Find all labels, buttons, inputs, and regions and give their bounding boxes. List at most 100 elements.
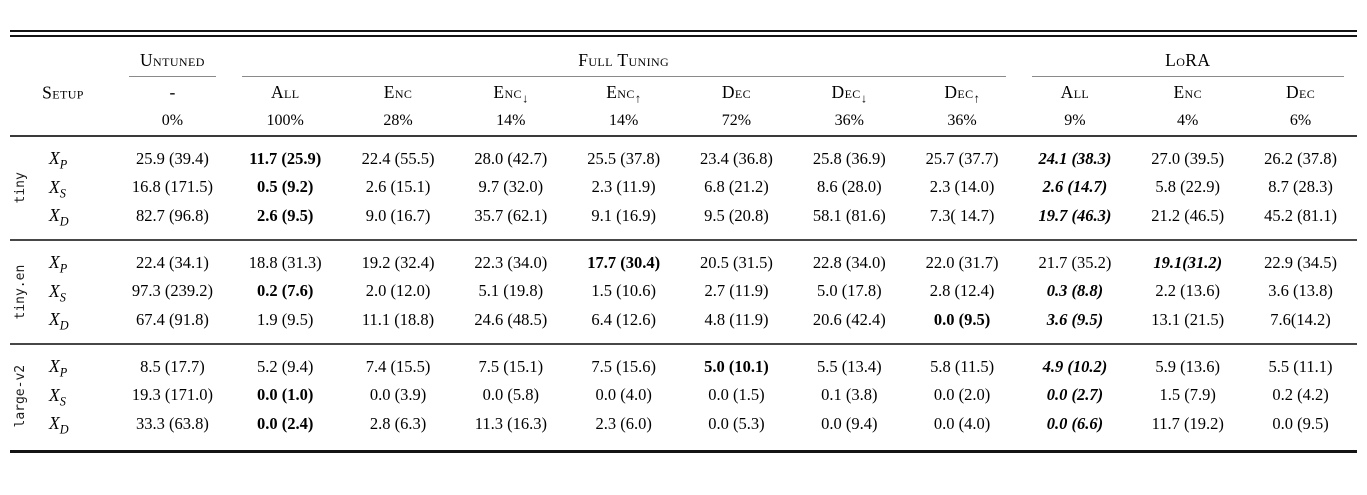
column-header-text: -	[169, 81, 176, 102]
value-cell: 4.9 (10.2)	[1042, 356, 1108, 376]
value-cell: 0.0 (2.0)	[933, 385, 991, 405]
column-group-row: Untuned Full Tuning LoRA	[10, 37, 1357, 77]
model-group-large-v2: large-v2 XP 8.5 (17.7) 5.2 (9.4) 7.4 (15.5) 7…	[10, 345, 1357, 448]
value-cell: 0.0 (9.5)	[933, 309, 991, 329]
value-cell: 0.0 (2.4)	[257, 413, 314, 433]
value-cell: 82.7 (96.8)	[135, 205, 209, 225]
arrow-up-icon: ↑	[634, 91, 642, 105]
value-cell: 9.1 (16.9)	[591, 205, 656, 225]
row-label-x-s: XS	[44, 280, 116, 305]
row-label-subscript: P	[59, 365, 68, 380]
row-label-subscript: S	[59, 290, 66, 305]
value-cell: 45.2 (81.1)	[1264, 205, 1337, 225]
row-label-base: X	[49, 205, 60, 226]
value-cell: 0.0 (1.5)	[708, 385, 765, 405]
top-rule-2	[10, 35, 1357, 37]
row-label-subscript: D	[59, 318, 69, 333]
setup-column-header: Setup	[42, 82, 84, 103]
table-row: XD 33.3 (63.8) 0.0 (2.4) 2.8 (6.3) 11.3 (16.…	[10, 410, 1357, 439]
value-cell: 2.7 (11.9)	[704, 281, 769, 301]
column-group-text: Untuned	[140, 49, 205, 70]
value-cell: 2.0 (12.0)	[365, 281, 431, 301]
column-header-text: Enc	[493, 81, 522, 102]
row-label-x-p: XP	[44, 356, 116, 380]
value-cell: 7.4 (15.5)	[365, 356, 431, 376]
row-label-base: X	[49, 309, 60, 330]
column-header-all: All	[1019, 82, 1132, 103]
value-cell: 23.4 (36.8)	[700, 148, 773, 168]
row-label-subscript: P	[59, 261, 68, 276]
value-cell: 0.0 (6.6)	[1046, 413, 1104, 433]
value-cell: 35.7 (62.1)	[474, 205, 548, 225]
value-cell: 22.8 (34.0)	[812, 252, 886, 272]
value-cell: 11.3 (16.3)	[474, 413, 547, 433]
table-row: XS 19.3 (171.0) 0.0 (1.0) 0.0 (3.9) 0.0 (5.8…	[10, 381, 1357, 410]
column-group-text: LoRA	[1165, 49, 1211, 70]
group-separator-rule	[10, 343, 1357, 345]
value-cell: 0.2 (7.6)	[257, 281, 314, 301]
value-cell: 5.2 (9.4)	[257, 356, 314, 376]
table-row: XS 97.3 (239.2) 0.2 (7.6) 2.0 (12.0) 5.1 (19…	[10, 277, 1357, 306]
column-group-label: Untuned	[129, 50, 216, 77]
table-row: XD 82.7 (96.8) 2.6 (9.5) 9.0 (16.7) 35.7 (62…	[10, 202, 1357, 231]
value-cell: 0.0 (5.8)	[482, 385, 540, 405]
column-group-untuned: Untuned	[116, 50, 229, 77]
value-cell: 17.7 (30.4)	[587, 252, 661, 272]
value-cell: 22.4 (55.5)	[361, 148, 435, 168]
row-label-subscript: S	[59, 394, 66, 409]
value-cell: 0.0 (4.0)	[933, 413, 991, 433]
value-cell: 9.0 (16.7)	[365, 205, 431, 225]
column-header-text: Enc	[1173, 81, 1202, 102]
value-cell: 13.1 (21.5)	[1151, 309, 1225, 329]
value-cell: 0.5 (9.2)	[257, 177, 314, 197]
value-cell: 9.5 (20.8)	[704, 205, 769, 225]
value-cell: 5.9 (13.6)	[1155, 356, 1221, 376]
column-group-text: Full Tuning	[578, 49, 670, 70]
value-cell: 8.7 (28.3)	[1268, 177, 1333, 197]
column-header-enc: Enc	[342, 82, 455, 103]
value-cell: 0.0 (9.5)	[1272, 413, 1329, 433]
value-cell: 5.1 (19.8)	[478, 281, 544, 301]
row-label-x-p: XP	[44, 148, 116, 171]
table-body: tiny XP 25.9 (39.4) 11.7 (25.9) 22.4 (55.5) 2…	[10, 137, 1357, 448]
top-rule	[10, 30, 1357, 32]
row-label-base: X	[49, 176, 60, 197]
column-percent: 6%	[1289, 112, 1312, 129]
column-percent: 100%	[266, 112, 304, 129]
header-bottom-rule	[10, 134, 1357, 137]
column-group-label: LoRA	[1031, 49, 1344, 77]
row-label-x-s: XS	[44, 176, 116, 200]
column-percent: 9%	[1064, 112, 1086, 129]
value-cell: 2.2 (13.6)	[1155, 281, 1221, 301]
column-percent: 4%	[1177, 112, 1199, 129]
group-separator-rule	[10, 239, 1357, 241]
value-cell: 19.7 (46.3)	[1038, 205, 1112, 225]
column-header-dec-up: Dec↑	[906, 81, 1019, 105]
value-cell: 8.6 (28.0)	[816, 177, 882, 197]
row-label-base: X	[49, 384, 60, 405]
row-label-subscript: D	[59, 422, 69, 437]
column-group-label: Full Tuning	[241, 49, 1006, 77]
value-cell: 22.9 (34.5)	[1264, 252, 1337, 272]
value-cell: 11.7 (19.2)	[1151, 413, 1224, 433]
value-cell: 2.6 (14.7)	[1042, 177, 1108, 197]
value-cell: 20.5 (31.5)	[700, 252, 773, 272]
value-cell: 24.6 (48.5)	[474, 309, 548, 329]
column-percent: 14%	[496, 112, 526, 129]
row-label-base: X	[49, 280, 60, 301]
table-row: XP 25.9 (39.4) 11.7 (25.9) 22.4 (55.5) 28.0 …	[10, 145, 1357, 174]
table-row: XD 67.4 (91.8) 1.9 (9.5) 11.1 (18.8) 24.6 (4…	[10, 306, 1357, 335]
value-cell: 2.6 (9.5)	[257, 205, 314, 225]
column-header-text: Dec	[944, 81, 974, 102]
column-header-text: Enc	[606, 81, 635, 102]
row-label-x-d: XD	[44, 413, 116, 437]
row-label-x-p: XP	[44, 252, 116, 276]
value-cell: 0.1 (3.8)	[821, 385, 878, 405]
value-cell: 22.4 (34.1)	[135, 252, 209, 272]
value-cell: 1.5 (10.6)	[591, 281, 656, 301]
value-cell: 27.0 (39.5)	[1151, 148, 1225, 168]
column-group-lora: LoRA	[1019, 50, 1357, 77]
column-percent: 0%	[161, 112, 184, 129]
value-cell: 5.0 (10.1)	[704, 356, 769, 376]
value-cell: 16.8 (171.5)	[131, 177, 213, 197]
